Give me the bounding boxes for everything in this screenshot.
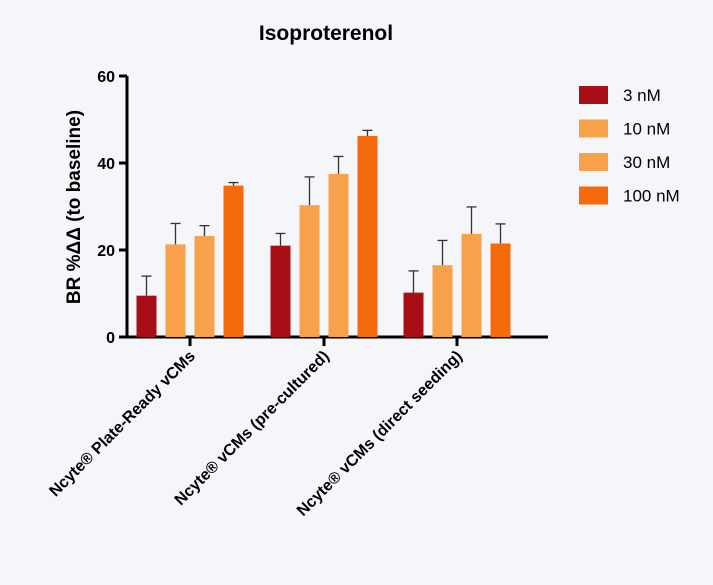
- bar: [136, 295, 157, 337]
- bar: [490, 243, 511, 337]
- legend-label: 30 nM: [623, 153, 670, 172]
- legend-swatch: [579, 153, 608, 171]
- bar: [357, 136, 378, 337]
- bar: [165, 244, 186, 337]
- y-tick-label: 20: [97, 243, 115, 260]
- legend-swatch: [579, 86, 608, 104]
- legend-swatch: [579, 186, 608, 205]
- x-category-label: Ncyte® vCMs (direct seeding): [294, 348, 466, 520]
- legend-label: 100 nM: [623, 187, 680, 206]
- bar: [403, 292, 424, 337]
- bar: [223, 185, 244, 337]
- bar: [328, 173, 349, 337]
- legend-label: 10 nM: [623, 120, 670, 139]
- legend: 3 nM 10 nM 30 nM 100 nM: [579, 86, 680, 206]
- y-tick-label: 60: [97, 69, 115, 86]
- chart-title: Isoproterenol: [259, 22, 393, 45]
- x-category-label: Ncyte® Plate-Ready vCMs: [46, 348, 198, 500]
- y-tick-label: 40: [97, 156, 115, 173]
- bar: [432, 265, 453, 337]
- y-axis-label: BR %ΔΔ (to baseline): [64, 110, 85, 304]
- bar: [461, 233, 482, 337]
- bar: [299, 205, 320, 337]
- bar: [194, 236, 215, 337]
- legend-label: 3 nM: [623, 86, 661, 105]
- legend-swatch: [579, 119, 608, 138]
- y-tick-label: 0: [106, 330, 115, 347]
- bar: [270, 245, 291, 337]
- x-category-label: Ncyte® vCMs (pre-cultured): [172, 348, 333, 509]
